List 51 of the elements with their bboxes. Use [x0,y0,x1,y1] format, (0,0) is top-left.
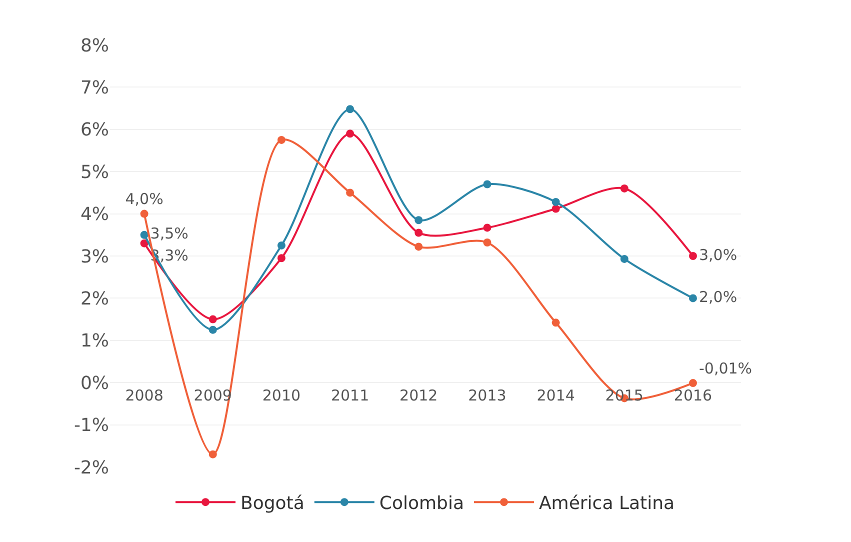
point [483,238,492,246]
point [277,136,286,144]
x-tick-label: 2012 [400,386,438,405]
y-tick-label: 8% [80,35,109,56]
point [483,224,492,232]
y-tick-label: -1% [74,415,109,436]
point [688,294,697,302]
y-tick-label: 4% [80,204,109,226]
point [140,230,148,239]
data-label: -0,01% [698,359,752,378]
y-tick-label: 2% [80,288,109,310]
data-label: 4,0% [125,190,164,208]
y-tick-label: 6% [80,120,109,141]
point [483,180,492,188]
x-tick-label: 2011 [330,386,370,405]
point [414,228,423,237]
y-tick-label: 1% [80,330,109,352]
point [208,315,217,324]
legend-label: Bogotá [240,493,304,514]
y-tick-label: 3% [80,246,109,268]
point [620,184,628,192]
point [208,326,217,334]
y-tick-label: 0% [80,372,109,394]
legend-label: América Latina [538,493,675,514]
x-tick-label: 2013 [468,386,506,405]
point [140,210,148,218]
point [277,241,286,250]
data-label: 3,5% [150,224,188,243]
x-tick-label: 2008 [125,386,164,405]
point [552,198,560,206]
point [620,254,628,263]
point [414,216,423,224]
point [688,252,697,260]
point [414,242,423,251]
point [688,379,697,388]
point [552,318,560,327]
x-tick-label: 2016 [674,386,712,405]
point [346,105,354,114]
y-tick-label: 7% [80,78,109,98]
point [346,188,354,197]
legend-label: Colombia [379,493,464,514]
point [208,450,217,458]
y-tick-label: 5% [80,162,109,183]
y-tick-label: -2% [74,457,109,478]
point [277,254,286,262]
x-tick-label: 2010 [262,386,301,405]
data-label: 3,0% [698,246,738,264]
data-label: 2,0% [698,288,738,306]
point [346,130,354,138]
x-tick-label: 2014 [536,386,575,405]
point [552,204,560,213]
